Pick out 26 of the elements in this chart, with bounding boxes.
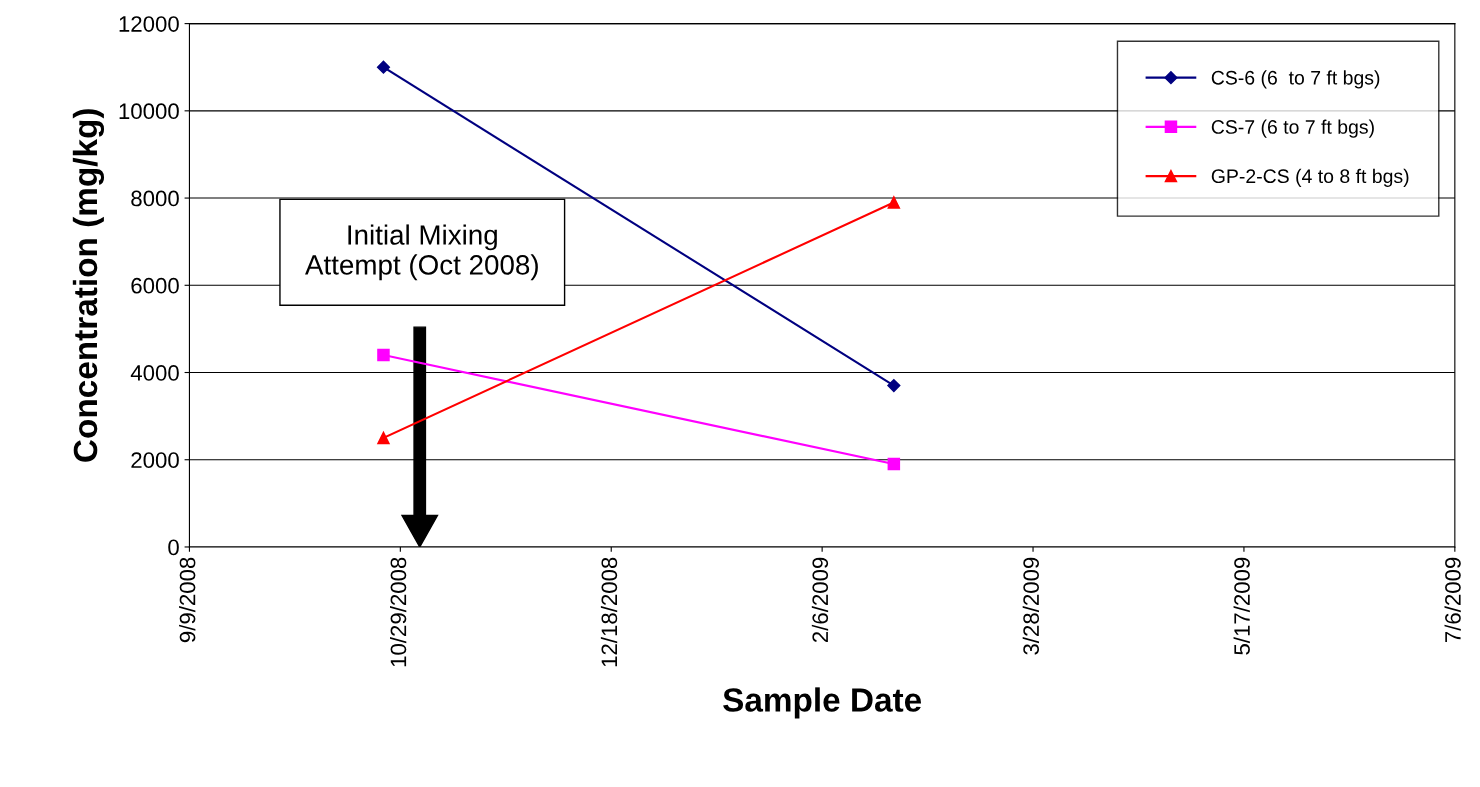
y-tick-label: 12000: [119, 16, 179, 32]
y-tick-label: 10000: [119, 103, 179, 120]
legend-label: GP-2-CS (4 to 8 ft bgs): [1211, 168, 1409, 187]
x-tick-label: 10/29/2008: [389, 557, 407, 667]
y-tick-label: 4000: [130, 365, 179, 381]
x-tick-label: 7/6/2009: [1444, 557, 1461, 643]
x-tick-label: 3/28/2009: [1022, 557, 1040, 655]
y-tick-label: 2000: [131, 452, 179, 469]
point: [376, 60, 391, 74]
x-tick-label: 12/18/2008: [600, 557, 618, 667]
annotation: Initial Mixing Attempt (Oct 2008): [305, 224, 538, 281]
y-tick-label: 0: [168, 539, 179, 556]
y-tick-label: 8000: [131, 190, 179, 207]
x-tick-label: 9/9/2008: [179, 557, 196, 643]
x-tick-label: 2/6/2009: [811, 557, 829, 643]
legend-label: CS-7 (6 to 7 ft bgs): [1211, 119, 1374, 138]
legend-label: CS-6 (6 to 7 ft bgs): [1211, 70, 1380, 89]
y-tick-label: 6000: [131, 277, 179, 294]
point: [377, 431, 390, 445]
point: [887, 196, 901, 209]
point: [887, 457, 901, 471]
x-axis-title: Sample Date: [723, 687, 922, 719]
point: [887, 379, 901, 393]
x-tick-label: 5/17/2009: [1233, 557, 1250, 655]
y-axis-title: Concentration (mg/kg): [72, 109, 105, 462]
point: [377, 348, 390, 362]
